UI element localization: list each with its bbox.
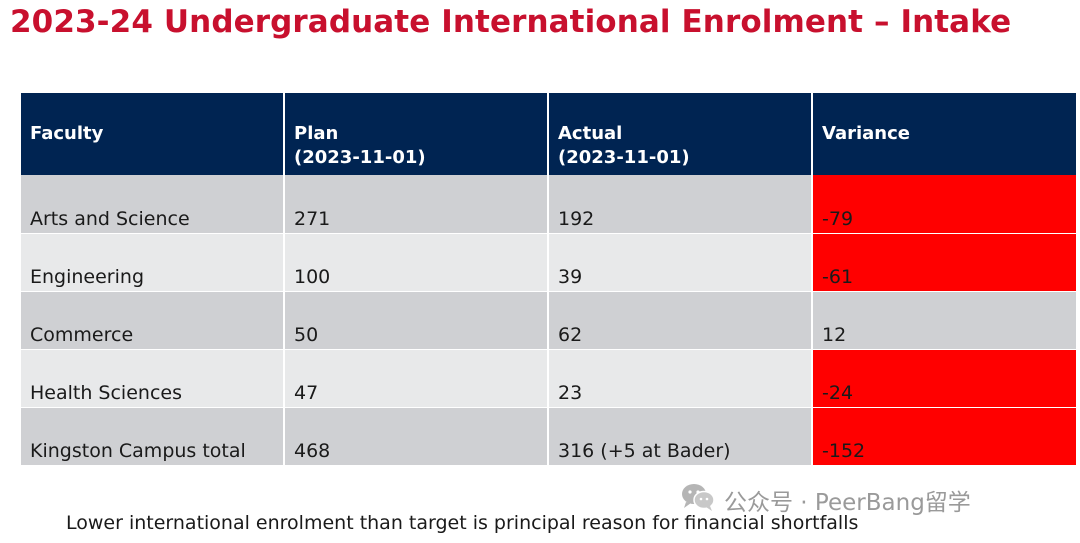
- footnote: Lower international enrolment than targe…: [66, 512, 859, 534]
- table-row: Engineering 100 39 -61: [19, 233, 1078, 292]
- header-plan-date: (2023-11-01): [294, 147, 426, 168]
- cell-plan: 468: [283, 407, 549, 466]
- header-variance-label: Variance: [822, 123, 910, 144]
- watermark: 公众号 · PeerBang留学: [680, 482, 971, 518]
- cell-variance: -79: [811, 175, 1078, 234]
- header-actual-date: (2023-11-01): [558, 147, 690, 168]
- cell-actual: 192: [547, 175, 813, 234]
- header-actual: Actual (2023-11-01): [547, 93, 813, 175]
- table-row: Health Sciences 47 23 -24: [19, 349, 1078, 408]
- table-row: Commerce 50 62 12: [19, 291, 1078, 350]
- cell-plan: 47: [283, 349, 549, 408]
- page-title: 2023-24 Undergraduate International Enro…: [10, 4, 1012, 40]
- cell-faculty: Commerce: [19, 291, 285, 350]
- header-faculty: Faculty: [19, 93, 285, 175]
- cell-faculty: Arts and Science: [19, 175, 285, 234]
- cell-faculty: Engineering: [19, 233, 285, 292]
- header-plan: Plan (2023-11-01): [283, 93, 549, 175]
- cell-plan: 271: [283, 175, 549, 234]
- table-row-total: Kingston Campus total 468 316 (+5 at Bad…: [19, 407, 1078, 466]
- cell-plan: 100: [283, 233, 549, 292]
- cell-actual: 23: [547, 349, 813, 408]
- header-variance: Variance: [811, 93, 1078, 175]
- cell-variance: 12: [811, 291, 1078, 350]
- cell-actual: 39: [547, 233, 813, 292]
- cell-variance: -152: [811, 407, 1078, 466]
- cell-variance: -24: [811, 349, 1078, 408]
- cell-actual: 316 (+5 at Bader): [547, 407, 813, 466]
- cell-variance: -61: [811, 233, 1078, 292]
- header-faculty-label: Faculty: [30, 123, 104, 144]
- wechat-icon: [680, 482, 724, 518]
- watermark-text: 公众号 · PeerBang留学: [724, 490, 971, 516]
- cell-plan: 50: [283, 291, 549, 350]
- enrolment-table: Faculty Plan (2023-11-01) Actual (2023-1…: [19, 93, 1078, 466]
- cell-faculty: Kingston Campus total: [19, 407, 285, 466]
- header-actual-label: Actual: [558, 123, 623, 144]
- cell-faculty: Health Sciences: [19, 349, 285, 408]
- header-plan-label: Plan: [294, 123, 339, 144]
- table-row: Arts and Science 271 192 -79: [19, 175, 1078, 234]
- table-header-row: Faculty Plan (2023-11-01) Actual (2023-1…: [19, 93, 1078, 175]
- cell-actual: 62: [547, 291, 813, 350]
